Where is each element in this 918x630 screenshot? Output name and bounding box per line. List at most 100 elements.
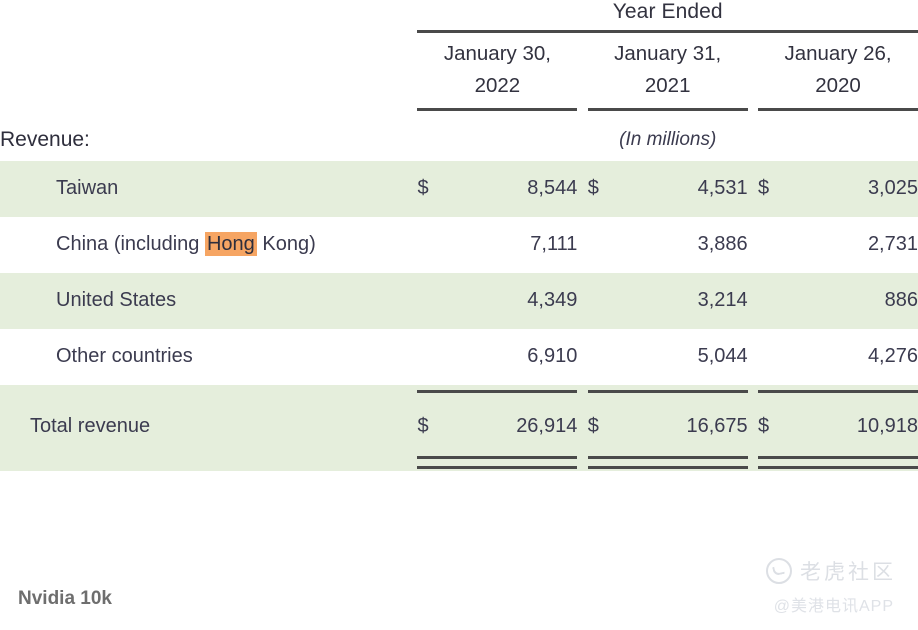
currency-placeholder xyxy=(417,217,454,273)
row-label-total-revenue: Total revenue xyxy=(0,398,418,455)
group-header-rule xyxy=(417,24,918,38)
row-label-text-pre: China (including xyxy=(56,233,205,256)
column-gap xyxy=(748,38,758,102)
row-value-2020: 886 xyxy=(795,272,918,329)
currency-placeholder xyxy=(758,217,795,273)
group-header-year-ended: Year Ended xyxy=(612,0,723,23)
subtotal-rule-2021 xyxy=(587,384,748,399)
column-gap xyxy=(577,217,587,273)
table-row: Taiwan $ 8,544 $ 4,531 $ 3,025 xyxy=(0,160,918,217)
spacer-cell xyxy=(0,0,417,24)
currency-symbol: $ xyxy=(758,160,796,217)
row-value-2020: 3,025 xyxy=(795,160,918,217)
watermark-brand-text: 老虎社区 xyxy=(800,561,896,584)
row-label-text-post: Kong) xyxy=(256,233,316,256)
row-value-2021: 4,531 xyxy=(625,160,748,217)
column-gap xyxy=(577,38,587,102)
column-rule-2022 xyxy=(417,102,578,118)
row-label-other-countries: Other countries xyxy=(56,345,193,368)
column-gap xyxy=(747,160,759,217)
row-value-2022: 4,349 xyxy=(454,272,578,329)
column-gap xyxy=(577,160,588,217)
row-value-2022: 6,910 xyxy=(527,345,578,368)
spacer-cell xyxy=(0,384,418,399)
column-header-rule-row xyxy=(0,102,918,118)
table-row: China (including Hong Kong) 7,111 3,886 … xyxy=(0,217,918,273)
column-gap xyxy=(577,329,587,385)
table-group-header-row: Year Ended xyxy=(0,0,918,24)
currency-symbol: $ xyxy=(587,398,626,455)
column-rule-2021 xyxy=(587,102,748,118)
column-gap xyxy=(747,454,759,471)
row-value-2020: 2,731 xyxy=(867,233,918,256)
currency-placeholder xyxy=(417,329,454,385)
row-label-united-states: United States xyxy=(0,272,418,329)
row-label-china: China (including Hong Kong) xyxy=(0,217,417,273)
row-value-2022: 8,544 xyxy=(454,160,578,217)
row-value-2022: 7,111 xyxy=(530,233,578,256)
document-caption: Nvidia 10k xyxy=(18,588,112,609)
column-gap xyxy=(747,384,759,399)
column-header-year: 2021 xyxy=(644,73,691,97)
column-header-date: January 26, xyxy=(784,42,892,65)
spacer-cell xyxy=(0,24,417,38)
total-double-rule-2020 xyxy=(758,454,918,471)
currency-placeholder xyxy=(758,272,796,329)
units-note: (In millions) xyxy=(619,128,717,150)
spacer-cell xyxy=(0,38,417,102)
revenue-by-country-table: Year Ended January 30, 2022 January 31, … xyxy=(0,0,918,471)
column-gap xyxy=(577,398,588,455)
column-gap xyxy=(577,384,588,399)
column-header-year: 2022 xyxy=(474,73,521,97)
column-header-2021: January 31, 2021 xyxy=(588,38,748,102)
total-value-2021: 16,675 xyxy=(625,398,748,455)
spacer-cell xyxy=(0,454,418,471)
currency-symbol: $ xyxy=(417,160,455,217)
section-header-row: Revenue: (In millions) xyxy=(0,118,918,161)
total-double-rule-row xyxy=(0,454,918,471)
column-header-date: January 30, xyxy=(443,42,551,65)
column-gap xyxy=(577,102,587,118)
column-gap xyxy=(747,398,759,455)
total-value-2020: 10,918 xyxy=(795,398,918,455)
currency-placeholder xyxy=(588,217,625,273)
table-row: United States 4,349 3,214 886 xyxy=(0,272,918,329)
row-value-2020: 4,276 xyxy=(867,345,918,368)
column-header-2022: January 30, 2022 xyxy=(417,38,577,102)
row-value-2021: 5,044 xyxy=(697,345,748,368)
currency-placeholder xyxy=(758,329,795,385)
row-label-taiwan: Taiwan xyxy=(0,160,418,217)
currency-symbol: $ xyxy=(417,398,455,455)
column-gap xyxy=(577,454,588,471)
currency-placeholder xyxy=(417,272,455,329)
column-gap xyxy=(747,272,759,329)
watermark-brand-row: 老虎社区 xyxy=(766,556,896,586)
column-gap xyxy=(748,329,758,385)
column-header-2020: January 26, 2020 xyxy=(758,38,918,102)
table-row-total: Total revenue $ 26,914 $ 16,675 $ 10,918 xyxy=(0,398,918,455)
total-double-rule-2022 xyxy=(417,454,578,471)
column-rule-2020 xyxy=(758,102,918,118)
subtotal-rule-2022 xyxy=(417,384,578,399)
tiger-logo-icon xyxy=(766,558,792,584)
currency-symbol: $ xyxy=(587,160,626,217)
column-gap xyxy=(748,102,758,118)
total-value-2022: 26,914 xyxy=(454,398,578,455)
table-column-header-row: January 30, 2022 January 31, 2021 Januar… xyxy=(0,38,918,102)
search-highlight: Hong xyxy=(204,232,257,257)
column-header-year: 2020 xyxy=(815,73,861,97)
subtotal-rule-row xyxy=(0,384,918,399)
row-value-2021: 3,886 xyxy=(697,233,748,256)
column-gap xyxy=(577,272,588,329)
table-row: Other countries 6,910 5,044 4,276 xyxy=(0,329,918,385)
column-gap xyxy=(748,217,758,273)
watermark-handle: @美港电讯APP xyxy=(773,598,894,615)
subtotal-rule-2020 xyxy=(758,384,918,399)
currency-symbol: $ xyxy=(758,398,796,455)
section-title-revenue: Revenue: xyxy=(0,127,90,151)
column-header-date: January 31, xyxy=(614,42,722,65)
watermark: 老虎社区 @美港电讯APP xyxy=(766,556,896,616)
spacer-cell xyxy=(0,102,417,118)
total-double-rule-2021 xyxy=(587,454,748,471)
